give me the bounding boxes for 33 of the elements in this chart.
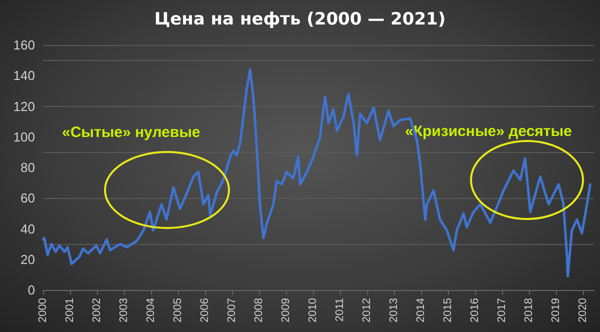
x-tick-label: 2016 [469,298,482,322]
x-tick-label: 2017 [496,298,508,322]
x-tick-label: 2020 [577,298,590,322]
x-tick-label: 2000 [37,298,49,322]
y-tick-label: 100 [13,129,35,144]
x-tick-label: 2011 [334,298,346,322]
x-tick-label: 2009 [280,298,292,322]
y-tick-label: 0 [28,282,35,298]
x-tick-label: 2012 [361,298,374,322]
x-tick-label: 2002 [91,298,104,322]
y-tick-label: 160 [13,38,35,52]
y-tick-label: 120 [13,98,35,114]
x-tick-label: 2001 [64,298,76,322]
x-tick-label: 2008 [253,298,266,322]
x-tick-label: 2014 [415,298,428,322]
y-tick-label: 80 [20,160,35,175]
line-series [42,68,592,278]
y-tick-label: 40 [20,221,35,236]
y-tick-label: 20 [20,252,35,267]
x-tick-label: 2013 [388,298,400,322]
x-tick-label: 2018 [523,298,536,322]
x-tick-label: 2010 [307,298,320,322]
x-tick-label: 2006 [199,298,212,322]
x-tick-label: 2004 [145,298,158,322]
x-tick-label: 2015 [442,298,454,322]
y-tick-label: 140 [13,68,35,84]
chart-title: Цена на нефть (2000 — 2021) [154,10,446,30]
x-tick-label: 2007 [226,298,238,322]
x-tick-label: 2003 [118,298,130,322]
y-tick-label: 60 [20,190,35,206]
x-tick-label: 2019 [550,298,562,322]
annotation: «Сытые» нулевые [62,124,200,141]
x-tick-label: 2005 [172,298,184,322]
